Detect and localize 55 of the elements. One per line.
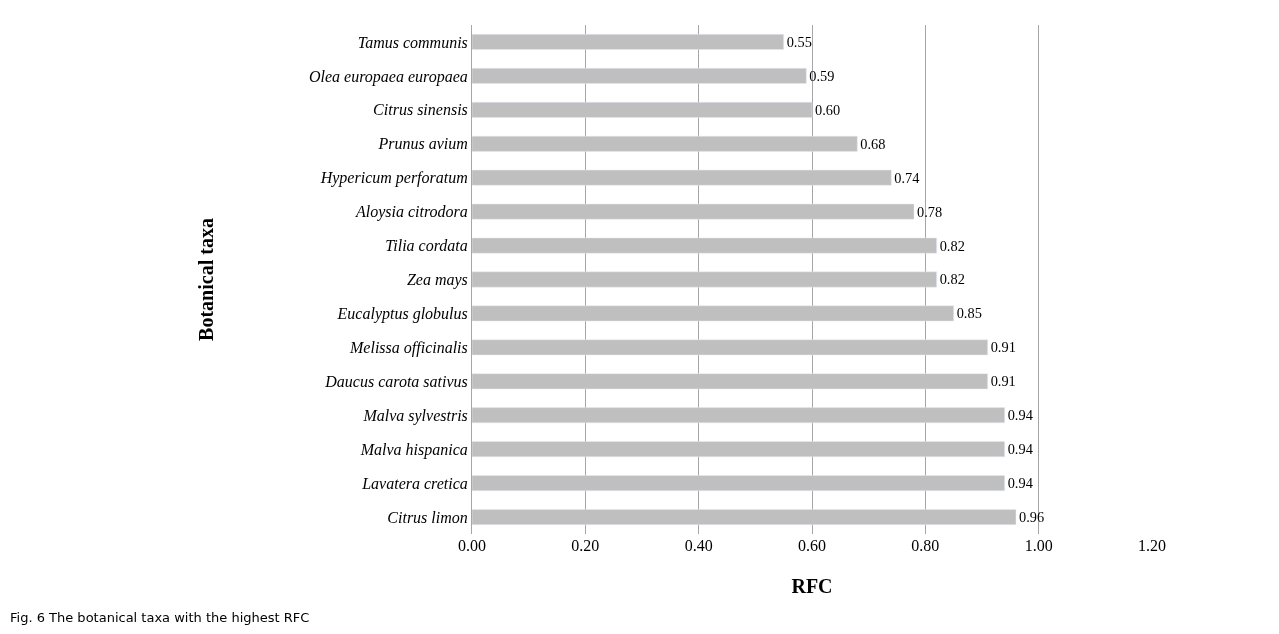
bar xyxy=(472,101,813,118)
bar xyxy=(472,373,988,390)
data-label: 0.82 xyxy=(939,237,965,254)
caption: Fig. 6 The botanical taxa with the highest RFC xyxy=(10,610,310,625)
x-tick-label: 0.60 xyxy=(798,537,826,554)
bar xyxy=(472,68,807,84)
y-tick-label: Citrus sinensis xyxy=(373,101,468,119)
data-label: 0.91 xyxy=(990,373,1016,390)
data-label: 0.55 xyxy=(786,33,812,50)
bar xyxy=(472,135,858,152)
y-tick-label: Tamus communis xyxy=(357,33,468,51)
x-tick-label: 1.00 xyxy=(1024,537,1053,554)
data-label: 0.82 xyxy=(939,271,965,288)
bar xyxy=(472,237,937,254)
data-label: 0.74 xyxy=(894,169,920,186)
data-label: 0.85 xyxy=(956,305,982,322)
x-tick-label: 0.40 xyxy=(684,537,713,554)
data-label: 0.78 xyxy=(917,203,943,220)
data-label: 0.96 xyxy=(1019,508,1045,525)
data-label: 0.91 xyxy=(990,339,1016,356)
y-tick-label: Aloysia citrodora xyxy=(354,203,468,222)
x-tick-label: 1.20 xyxy=(1138,537,1166,554)
y-tick-label: Tilia cordata xyxy=(385,237,468,255)
bar xyxy=(472,169,892,186)
x-axis-title: RFC xyxy=(791,574,833,597)
y-tick-label: Olea europaea europaea xyxy=(309,67,468,86)
y-tick-label: Prunus avium xyxy=(377,135,468,153)
y-tick-label: Daucus carota sativus xyxy=(324,372,468,390)
y-tick-label: Hypericum perforatum xyxy=(319,169,468,188)
y-tick-label: Lavatera cretica xyxy=(361,474,468,492)
y-axis-title: Botanical taxa xyxy=(194,218,217,341)
bar xyxy=(472,271,937,288)
bar xyxy=(472,305,954,322)
y-tick-label: Melissa officinalis xyxy=(349,338,468,357)
y-tick-label: Citrus limon xyxy=(387,508,468,526)
data-label: 0.94 xyxy=(1007,441,1033,458)
bar xyxy=(472,339,988,356)
y-tick-label: Malva hispanica xyxy=(359,440,468,459)
y-tick-label: Zea mays xyxy=(406,271,468,290)
x-tick-label: 0.00 xyxy=(458,537,486,554)
x-tick-label: 0.20 xyxy=(571,537,600,554)
bar xyxy=(472,475,1005,491)
data-label: 0.60 xyxy=(815,101,841,118)
bar xyxy=(472,34,784,50)
data-label: 0.59 xyxy=(809,67,835,84)
bar xyxy=(472,441,1005,458)
data-label: 0.94 xyxy=(1007,407,1033,424)
y-tick-label: Eucalyptus globulus xyxy=(336,305,468,324)
bar xyxy=(472,509,1017,525)
bar xyxy=(472,407,1005,424)
y-tick-label: Malva sylvestris xyxy=(362,406,468,425)
data-label: 0.68 xyxy=(860,135,886,152)
data-label: 0.94 xyxy=(1007,475,1033,492)
bar xyxy=(472,203,915,220)
x-tick-label: 0.80 xyxy=(911,537,940,554)
